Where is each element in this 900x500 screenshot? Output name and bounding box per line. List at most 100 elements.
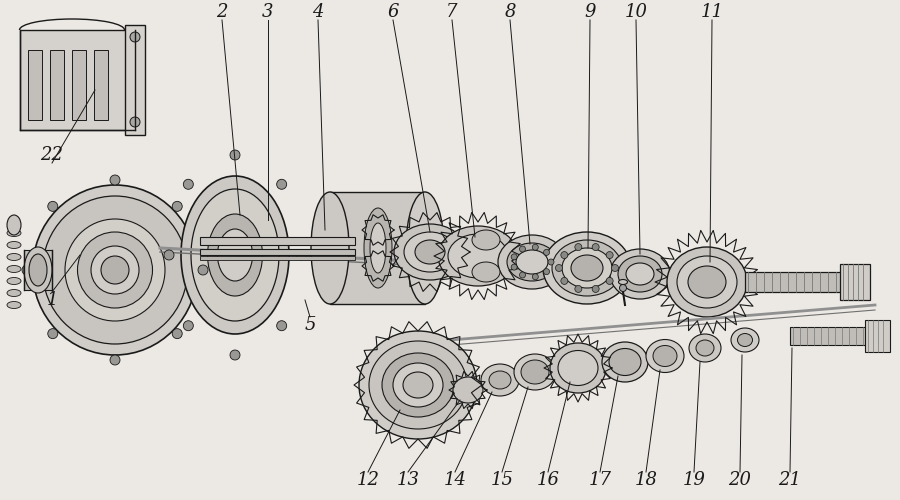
Ellipse shape	[731, 328, 759, 352]
Circle shape	[276, 180, 287, 190]
Ellipse shape	[737, 334, 752, 346]
Ellipse shape	[7, 266, 21, 272]
Ellipse shape	[562, 248, 612, 288]
Ellipse shape	[32, 185, 197, 355]
Circle shape	[519, 246, 526, 252]
Circle shape	[184, 320, 194, 330]
Ellipse shape	[653, 346, 677, 366]
Bar	[745, 272, 845, 292]
Circle shape	[532, 274, 538, 280]
Circle shape	[110, 355, 120, 365]
Ellipse shape	[7, 242, 21, 248]
Bar	[50, 50, 64, 120]
Ellipse shape	[364, 208, 392, 288]
Ellipse shape	[29, 254, 47, 286]
Ellipse shape	[394, 224, 466, 280]
Circle shape	[511, 264, 517, 270]
Ellipse shape	[677, 256, 737, 308]
Ellipse shape	[415, 240, 445, 264]
Circle shape	[619, 284, 626, 292]
Ellipse shape	[91, 246, 139, 294]
Text: 2: 2	[216, 3, 228, 21]
Text: 5: 5	[304, 316, 316, 334]
Text: 15: 15	[491, 471, 514, 489]
Bar	[840, 264, 870, 300]
Bar	[125, 25, 145, 135]
Circle shape	[276, 320, 287, 330]
Ellipse shape	[24, 247, 52, 293]
Ellipse shape	[610, 249, 670, 299]
Circle shape	[611, 264, 618, 272]
Ellipse shape	[472, 262, 500, 282]
Circle shape	[607, 278, 613, 284]
Ellipse shape	[667, 247, 747, 317]
Ellipse shape	[7, 290, 21, 296]
Text: 22: 22	[40, 146, 64, 164]
Circle shape	[130, 117, 140, 127]
Ellipse shape	[42, 196, 187, 344]
Text: 14: 14	[444, 471, 466, 489]
Text: 20: 20	[728, 471, 752, 489]
Text: 6: 6	[387, 3, 399, 21]
Ellipse shape	[472, 230, 500, 250]
Ellipse shape	[481, 364, 519, 396]
Ellipse shape	[101, 256, 129, 284]
Text: 1: 1	[46, 291, 58, 309]
Text: 16: 16	[536, 471, 560, 489]
Circle shape	[172, 202, 182, 211]
Ellipse shape	[7, 230, 21, 236]
Circle shape	[130, 32, 140, 42]
Bar	[20, 30, 135, 130]
Ellipse shape	[393, 363, 443, 407]
Circle shape	[184, 180, 194, 190]
Circle shape	[575, 244, 581, 250]
Ellipse shape	[571, 255, 603, 281]
Ellipse shape	[618, 280, 627, 284]
Text: 19: 19	[682, 471, 706, 489]
Bar	[200, 237, 355, 245]
Text: 17: 17	[589, 471, 611, 489]
Circle shape	[592, 286, 599, 292]
Ellipse shape	[543, 232, 631, 304]
Ellipse shape	[7, 302, 21, 308]
Circle shape	[198, 265, 208, 275]
Ellipse shape	[218, 229, 253, 281]
Circle shape	[48, 328, 58, 338]
Circle shape	[592, 244, 599, 250]
Bar	[200, 256, 355, 260]
Circle shape	[544, 250, 550, 256]
Bar	[72, 50, 86, 120]
Bar	[790, 327, 870, 345]
Text: 11: 11	[700, 3, 724, 21]
Ellipse shape	[453, 377, 483, 403]
Ellipse shape	[688, 266, 726, 298]
Ellipse shape	[489, 371, 511, 389]
Circle shape	[230, 350, 240, 360]
Ellipse shape	[516, 250, 548, 274]
Circle shape	[296, 250, 306, 260]
Ellipse shape	[7, 278, 21, 284]
Text: 13: 13	[397, 471, 419, 489]
Text: 7: 7	[446, 3, 458, 21]
Text: 18: 18	[634, 471, 658, 489]
Ellipse shape	[558, 350, 598, 386]
Circle shape	[511, 254, 517, 260]
Circle shape	[561, 252, 568, 258]
Ellipse shape	[208, 214, 263, 296]
Text: 10: 10	[625, 3, 647, 21]
Ellipse shape	[626, 263, 654, 285]
Ellipse shape	[550, 343, 606, 393]
Circle shape	[544, 268, 550, 274]
Text: 8: 8	[504, 3, 516, 21]
Circle shape	[607, 252, 613, 258]
Circle shape	[555, 264, 562, 272]
Text: 3: 3	[262, 3, 274, 21]
Ellipse shape	[403, 372, 433, 398]
Circle shape	[110, 175, 120, 185]
Circle shape	[172, 328, 182, 338]
Ellipse shape	[498, 235, 566, 289]
Ellipse shape	[552, 240, 622, 296]
Ellipse shape	[448, 234, 508, 278]
Ellipse shape	[77, 232, 152, 308]
Text: 9: 9	[584, 3, 596, 21]
